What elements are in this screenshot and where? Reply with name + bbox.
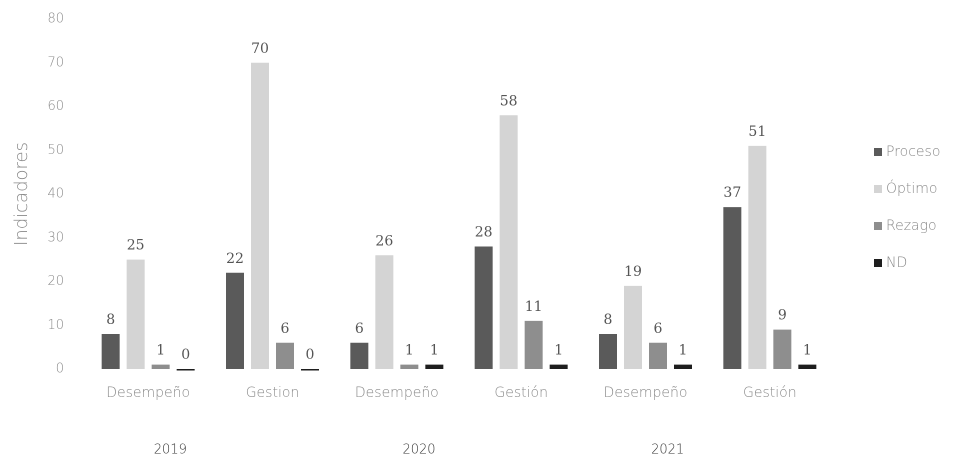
y-tick-label: 50 [47,143,64,158]
value-label: 8 [106,312,115,328]
legend-label: Proceso [886,144,940,160]
y-tick-label: 0 [56,362,64,377]
x-tick-label: Desempeño [604,385,688,401]
bar [101,334,120,369]
group-label: 2021 [651,443,684,458]
bar [126,259,145,369]
bar [524,320,543,369]
bar [773,329,792,369]
value-label: 70 [251,41,269,57]
value-label: 1 [430,343,439,359]
bar [251,62,269,369]
y-tick-label: 40 [47,187,64,202]
legend-label: Rezago [886,218,937,234]
value-label: 6 [355,321,364,337]
value-label: 1 [803,343,812,359]
x-tick-label: Gestion [246,385,300,401]
x-tick-label: Gestión [743,385,797,401]
group-label: 2020 [402,443,435,458]
value-label: 0 [181,347,190,363]
bar [624,285,642,369]
group-label: 2019 [154,443,187,458]
bar [350,342,369,369]
value-label: 1 [554,343,563,359]
bar [499,115,518,369]
legend-swatch [874,148,882,156]
value-label: 37 [723,185,741,201]
legend-swatch [874,185,882,193]
bar [151,364,170,369]
bar [649,342,667,369]
bar [226,272,244,369]
value-label: 8 [604,312,613,328]
value-label: 19 [624,264,642,280]
bar [798,364,817,369]
value-label: 9 [778,308,787,324]
bar [474,246,493,369]
legend-swatch [874,222,882,230]
value-label: 6 [654,321,663,337]
x-tick-label: Gestión [494,385,548,401]
value-label: 1 [679,343,688,359]
y-tick-label: 30 [47,230,64,245]
bar [748,145,767,369]
y-axis-label: Indicadores [11,142,32,246]
bar [375,255,394,369]
bar [400,364,419,369]
bar [425,364,444,369]
x-tick-label: Desempeño [355,385,439,401]
bar [674,364,692,369]
value-label: 1 [156,343,165,359]
value-label: 22 [226,251,244,267]
value-label: 58 [500,93,518,109]
value-label: 0 [306,347,315,363]
legend-label: ND [886,255,907,271]
bar [599,334,617,369]
value-label: 51 [748,124,766,140]
value-label: 1 [405,343,414,359]
value-label: 11 [525,299,543,315]
legend-label: Óptimo [886,179,938,197]
value-label: 6 [281,321,290,337]
value-label: 28 [475,225,493,241]
bar [276,342,294,369]
value-label: 26 [375,233,393,249]
bar [301,369,319,371]
bar [176,369,195,371]
bar [549,364,568,369]
y-tick-label: 80 [47,12,64,27]
legend-swatch [874,259,882,267]
x-tick-label: Desempeño [106,385,190,401]
bar [723,207,742,369]
y-tick-label: 20 [47,274,64,289]
value-label: 25 [127,238,145,254]
y-tick-label: 70 [47,55,64,70]
y-tick-label: 10 [47,318,64,333]
y-tick-label: 60 [47,99,64,114]
